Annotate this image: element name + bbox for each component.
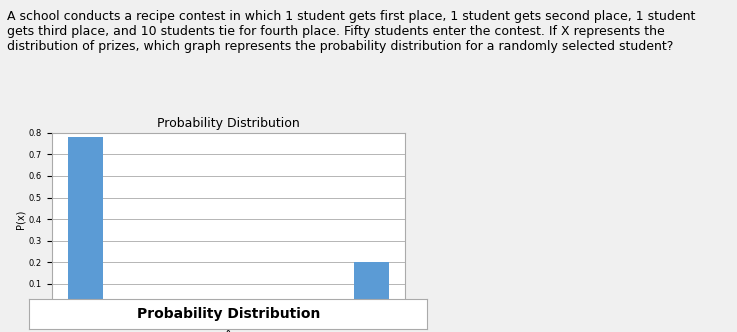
Bar bbox=[211, 301, 246, 305]
Y-axis label: P(x): P(x) bbox=[15, 209, 26, 229]
Text: A school conducts a recipe contest in which 1 student gets first place, 1 studen: A school conducts a recipe contest in wh… bbox=[7, 10, 696, 53]
Bar bbox=[282, 301, 318, 305]
Bar bbox=[139, 301, 175, 305]
Bar bbox=[354, 262, 389, 305]
X-axis label: X: X bbox=[226, 326, 231, 332]
Text: Probability Distribution: Probability Distribution bbox=[137, 307, 320, 321]
Title: Probability Distribution: Probability Distribution bbox=[157, 117, 300, 130]
Bar bbox=[68, 137, 103, 305]
